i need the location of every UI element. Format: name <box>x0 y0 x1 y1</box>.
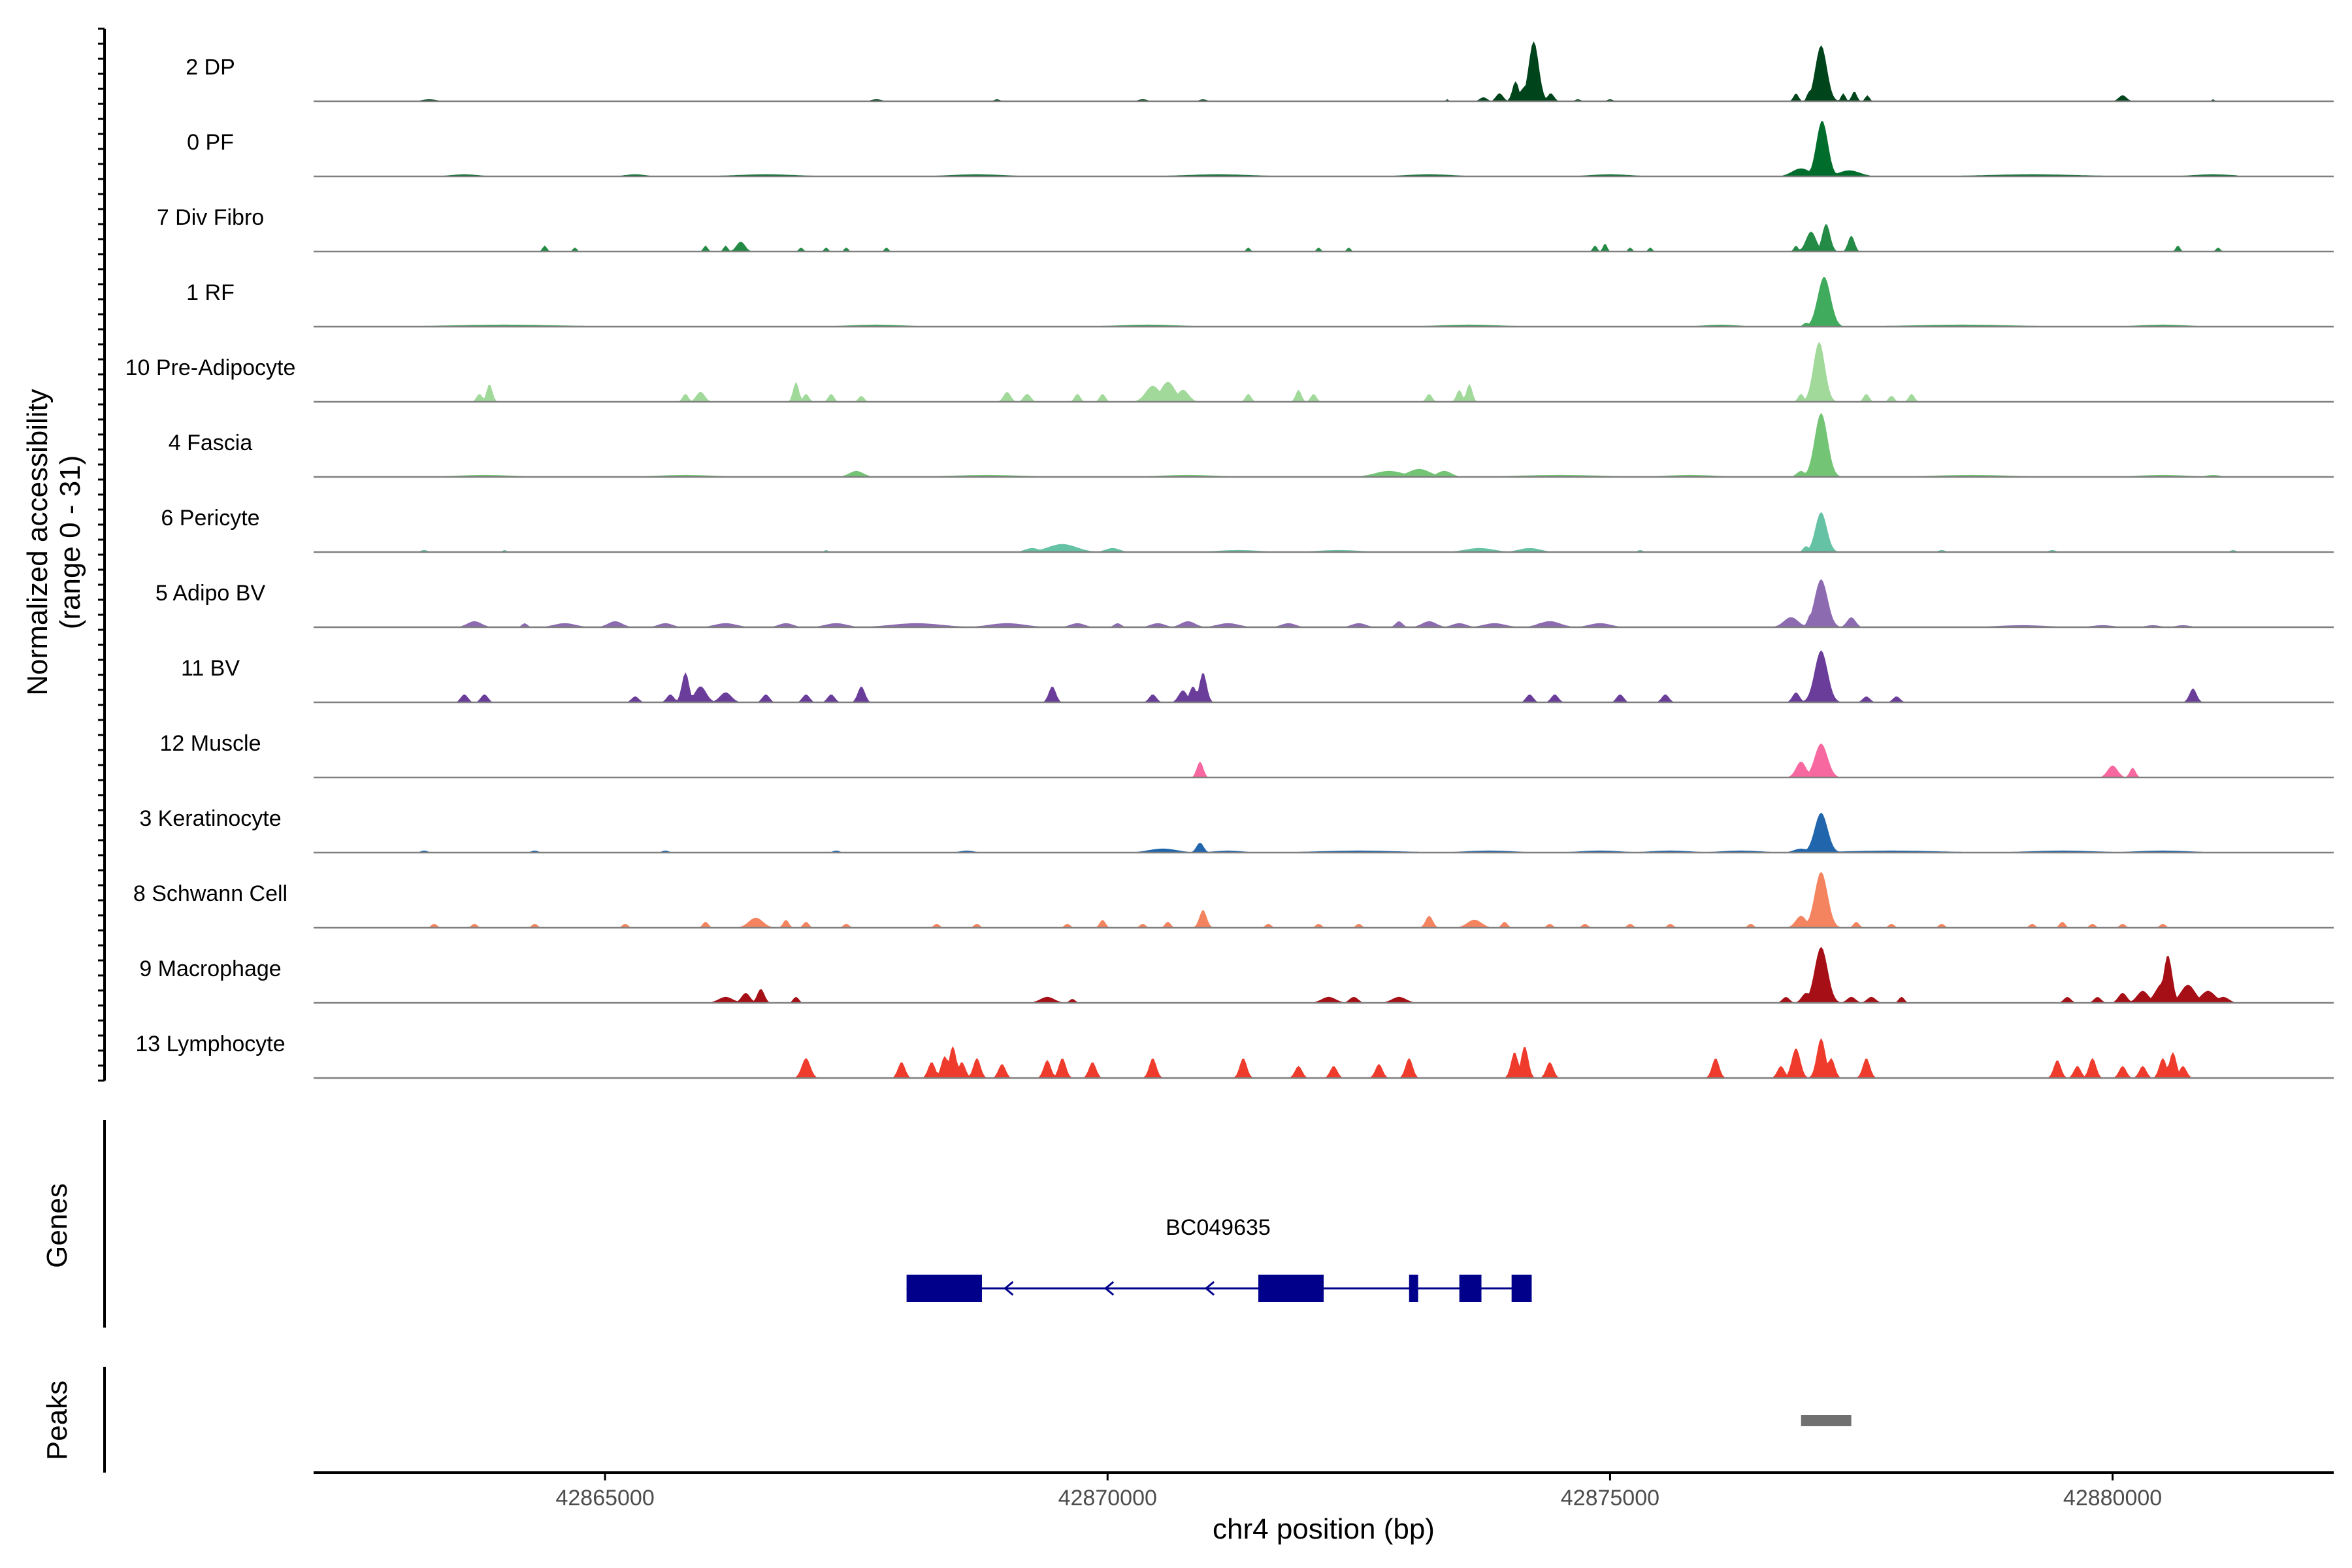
coverage-y-axis <box>98 27 106 1082</box>
coverage-area <box>314 872 2238 928</box>
coverage-area <box>314 947 2238 1003</box>
track-label: 8 Schwann Cell <box>133 881 287 906</box>
coverage-area <box>314 812 2238 853</box>
track-10-pre-adipocyte: 10 Pre-Adipocyte <box>125 342 2334 403</box>
track-12-muscle: 12 Muscle <box>160 731 2334 779</box>
strand-arrow <box>1103 1281 1115 1296</box>
coverage-area <box>314 121 2238 176</box>
track-label: 9 Macrophage <box>139 956 281 981</box>
x-tick-label: 42875000 <box>1561 1486 1659 1511</box>
gene-exon <box>1409 1275 1418 1302</box>
coverage-area <box>314 579 2238 627</box>
coverage-area <box>314 41 2238 101</box>
track-label: 7 Div Fibro <box>157 205 264 230</box>
track-label: 3 Keratinocyte <box>139 806 281 831</box>
track-1-rf: 1 RF <box>186 277 2334 328</box>
coverage-area <box>314 512 2238 552</box>
y-axis-range-label: (range 0 - 31) <box>54 455 86 630</box>
x-tick-label: 42870000 <box>1058 1486 1157 1511</box>
coverage-area <box>314 342 2238 402</box>
gene-model <box>906 1275 1532 1302</box>
track-label: 2 DP <box>186 55 235 80</box>
gene-exon <box>906 1275 982 1302</box>
track-9-macrophage: 9 Macrophage <box>139 947 2334 1004</box>
track-3-keratinocyte: 3 Keratinocyte <box>139 806 2334 854</box>
track-label: 11 BV <box>181 656 240 681</box>
gene-exon <box>1459 1275 1482 1302</box>
y-axis-label: Normalized accessibility <box>22 389 54 695</box>
track-label: 1 RF <box>186 280 235 305</box>
track-4-fascia: 4 Fascia <box>169 412 2334 478</box>
gene-exon <box>1511 1275 1532 1302</box>
track-7-div-fibro: 7 Div Fibro <box>157 205 2334 253</box>
track-label: 12 Muscle <box>160 731 261 756</box>
strand-arrow <box>1204 1281 1215 1296</box>
peaks-track-label: Peaks <box>41 1380 73 1460</box>
coverage-area <box>314 1037 2238 1078</box>
x-tick-label: 42880000 <box>2063 1486 2162 1511</box>
track-label: 4 Fascia <box>169 431 253 455</box>
track-2-dp: 2 DP <box>186 41 2334 103</box>
track-5-adipo-bv: 5 Adipo BV <box>155 579 2334 629</box>
coverage-tracks: 2 DP 0 PF 7 Div Fibro 1 RF 10 Pre-Adipocyte 4… <box>125 41 2334 1079</box>
gene-name-label: BC049635 <box>1166 1215 1271 1240</box>
track-label: 13 Lymphocyte <box>135 1032 285 1056</box>
peak-region <box>1801 1415 1852 1426</box>
track-8-schwann-cell: 8 Schwann Cell <box>133 872 2334 929</box>
track-0-pf: 0 PF <box>187 121 2334 178</box>
peak-regions <box>1801 1415 1852 1426</box>
track-label: 0 PF <box>187 130 234 155</box>
track-6-pericyte: 6 Pericyte <box>161 506 2334 553</box>
genes-track-label: Genes <box>41 1183 73 1268</box>
coverage-area <box>314 277 2238 327</box>
gene-exon <box>1258 1275 1324 1302</box>
coverage-area <box>314 743 2238 777</box>
coverage-area <box>314 412 2238 477</box>
x-axis-ticks: 42865000 42870000 42875000 42880000 <box>555 1473 2162 1511</box>
track-11-bv: 11 BV <box>181 650 2334 704</box>
track-label: 5 Adipo BV <box>155 581 266 606</box>
strand-arrow <box>1004 1281 1014 1296</box>
x-tick-label: 42865000 <box>555 1486 654 1511</box>
track-13-lymphocyte: 13 Lymphocyte <box>135 1032 2334 1079</box>
track-label: 6 Pericyte <box>161 506 259 531</box>
track-label: 10 Pre-Adipocyte <box>125 355 296 380</box>
coverage-area <box>314 650 2238 702</box>
coverage-area <box>314 224 2238 252</box>
x-axis-label: chr4 position (bp) <box>1213 1513 1435 1545</box>
